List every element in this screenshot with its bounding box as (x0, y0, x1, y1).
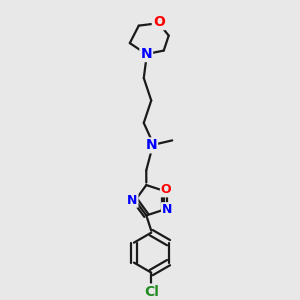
Text: Cl: Cl (144, 285, 159, 298)
Text: O: O (153, 15, 165, 29)
Text: O: O (161, 183, 172, 196)
Text: N: N (162, 203, 172, 216)
Text: N: N (127, 194, 137, 207)
Text: N: N (140, 47, 152, 61)
Text: N: N (146, 138, 157, 152)
